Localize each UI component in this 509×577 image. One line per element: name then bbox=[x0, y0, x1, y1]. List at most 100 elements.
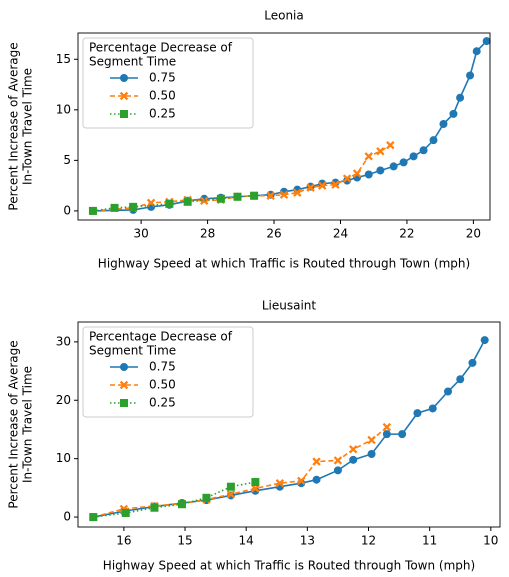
point bbox=[428, 404, 437, 413]
point bbox=[183, 197, 192, 206]
point bbox=[251, 484, 260, 493]
legend-marker bbox=[120, 74, 128, 82]
chart-title: Lieusaint bbox=[262, 299, 317, 313]
point bbox=[444, 387, 453, 396]
point bbox=[364, 152, 373, 161]
point bbox=[456, 375, 465, 384]
point bbox=[367, 449, 376, 458]
legend-title: Percentage Decrease of bbox=[89, 330, 233, 344]
point bbox=[251, 478, 260, 487]
point bbox=[382, 422, 392, 432]
axes-frame bbox=[77, 32, 491, 221]
point bbox=[331, 180, 340, 189]
point bbox=[439, 119, 448, 128]
x-tick-label: 20 bbox=[466, 227, 481, 241]
point bbox=[449, 109, 458, 118]
x-tick-label: 12 bbox=[361, 534, 376, 548]
point bbox=[202, 493, 211, 502]
legend-box bbox=[82, 326, 254, 418]
y-axis-label: Percent Increase of Average bbox=[7, 42, 21, 210]
x-tick-label: 26 bbox=[266, 227, 281, 241]
x-axis-label: Highway Speed at which Traffic is Routed… bbox=[98, 257, 470, 271]
point bbox=[250, 191, 259, 200]
point bbox=[386, 141, 395, 150]
point bbox=[399, 158, 408, 167]
x-tick-label: 24 bbox=[333, 227, 348, 241]
y-axis-label: In-Town Travel Time bbox=[21, 366, 35, 483]
x-tick-label: 14 bbox=[239, 534, 254, 548]
y-tick-label: 10 bbox=[56, 102, 71, 116]
point bbox=[352, 169, 362, 178]
y-tick-label: 10 bbox=[56, 451, 71, 465]
x-tick-label: 16 bbox=[116, 534, 131, 548]
x-axis-label: Highway Speed at which Traffic is Routed… bbox=[103, 559, 475, 573]
x-tick-label: 28 bbox=[200, 227, 215, 241]
point bbox=[382, 430, 391, 439]
chart-title: Leonia bbox=[264, 9, 304, 23]
legend-box bbox=[82, 37, 254, 129]
point bbox=[367, 435, 376, 445]
point bbox=[312, 457, 321, 466]
point bbox=[376, 147, 385, 156]
point bbox=[343, 176, 352, 185]
legend-title: Segment Time bbox=[89, 344, 176, 358]
point bbox=[342, 174, 352, 183]
point bbox=[429, 136, 438, 145]
axes-frame bbox=[77, 321, 501, 528]
legend-label: 0.75 bbox=[149, 71, 176, 85]
point bbox=[482, 37, 491, 46]
point bbox=[110, 203, 119, 212]
point bbox=[389, 162, 398, 171]
legend-title: Segment Time bbox=[89, 55, 176, 69]
y-axis-label: Percent Increase of Average bbox=[7, 340, 21, 508]
legend-marker bbox=[119, 380, 129, 390]
point bbox=[275, 478, 285, 488]
y-axis-label: In-Town Travel Time bbox=[21, 68, 35, 185]
point bbox=[226, 490, 236, 499]
legend-marker bbox=[119, 91, 129, 101]
point bbox=[468, 358, 477, 367]
x-tick-label: 22 bbox=[399, 227, 414, 241]
point bbox=[413, 409, 422, 418]
legend-marker bbox=[120, 110, 128, 118]
point bbox=[349, 445, 358, 454]
legend-label: 0.50 bbox=[149, 89, 176, 103]
point bbox=[333, 456, 343, 465]
point bbox=[297, 476, 306, 486]
series-line bbox=[93, 426, 388, 518]
legend-label: 0.25 bbox=[149, 107, 176, 121]
y-tick-label: 20 bbox=[56, 393, 71, 407]
point bbox=[266, 191, 275, 200]
point bbox=[177, 500, 186, 509]
point bbox=[364, 170, 373, 179]
x-tick-label: 13 bbox=[300, 534, 315, 548]
y-tick-label: 15 bbox=[56, 52, 71, 66]
point bbox=[293, 188, 302, 197]
y-tick-label: 5 bbox=[63, 153, 71, 167]
point bbox=[89, 513, 98, 522]
x-tick-label: 10 bbox=[483, 534, 498, 548]
point bbox=[318, 181, 327, 190]
legend-label: 0.50 bbox=[149, 378, 176, 392]
point bbox=[456, 93, 465, 102]
legend-label: 0.75 bbox=[149, 360, 176, 374]
point bbox=[88, 206, 97, 215]
y-tick-label: 0 bbox=[63, 203, 71, 217]
point bbox=[466, 71, 475, 80]
x-tick-label: 30 bbox=[133, 227, 148, 241]
point bbox=[376, 166, 385, 175]
point bbox=[129, 202, 138, 211]
point bbox=[150, 503, 159, 512]
point bbox=[349, 455, 358, 464]
point bbox=[226, 482, 235, 491]
legend-marker bbox=[120, 399, 128, 407]
x-tick-label: 15 bbox=[177, 534, 192, 548]
point bbox=[233, 192, 242, 201]
x-tick-label: 11 bbox=[422, 534, 437, 548]
y-tick-label: 0 bbox=[63, 510, 71, 524]
point bbox=[279, 190, 289, 199]
point bbox=[216, 194, 225, 203]
y-tick-label: 30 bbox=[56, 334, 71, 348]
